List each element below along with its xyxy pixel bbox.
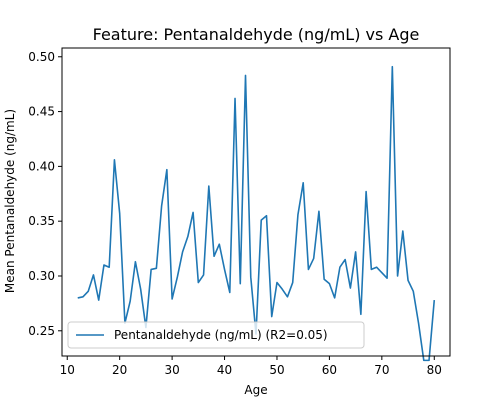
axes-frame [61, 47, 451, 357]
x-tick-label: 40 [217, 363, 232, 377]
x-tick-label: 70 [374, 363, 389, 377]
legend-frame [67, 321, 365, 349]
x-tick-label: 50 [269, 363, 284, 377]
plot-area [77, 65, 436, 362]
chart-title: Feature: Pentanaldehyde (ng/mL) vs Age [93, 25, 420, 44]
x-tick-label: 10 [60, 363, 75, 377]
legend-label: Pentanaldehyde (ng/mL) (R2=0.05) [114, 328, 328, 342]
x-tick-label: 30 [164, 363, 179, 377]
x-tick-label: 20 [112, 363, 127, 377]
x-tick-label: 60 [322, 363, 337, 377]
y-axis-label: Mean Pentanaldehyde (ng/mL) [3, 109, 17, 293]
y-tick-label: 0.25 [28, 324, 55, 338]
x-tick-label: 80 [427, 363, 442, 377]
y-tick-label: 0.35 [28, 214, 55, 228]
y-tick-label: 0.50 [28, 50, 55, 64]
x-axis: 10 20 30 40 50 60 70 80 [60, 356, 442, 377]
y-tick-label: 0.45 [28, 105, 55, 119]
y-tick-label: 0.30 [28, 269, 55, 283]
y-tick-label: 0.40 [28, 159, 55, 173]
x-axis-label: Age [244, 383, 267, 397]
y-axis: 0.25 0.30 0.35 0.40 0.45 0.50 [28, 50, 62, 338]
series-line [77, 65, 436, 362]
legend: Pentanaldehyde (ng/mL) (R2=0.05) [67, 321, 365, 349]
